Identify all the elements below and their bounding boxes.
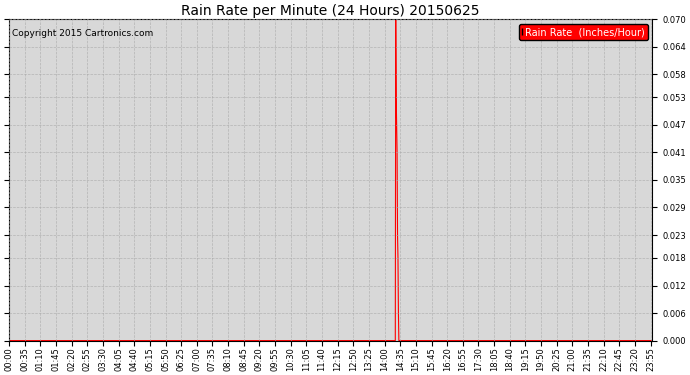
Legend: Rain Rate  (Inches/Hour): Rain Rate (Inches/Hour): [519, 24, 647, 40]
Title: Rain Rate per Minute (24 Hours) 20150625: Rain Rate per Minute (24 Hours) 20150625: [181, 4, 480, 18]
Text: Copyright 2015 Cartronics.com: Copyright 2015 Cartronics.com: [12, 29, 153, 38]
